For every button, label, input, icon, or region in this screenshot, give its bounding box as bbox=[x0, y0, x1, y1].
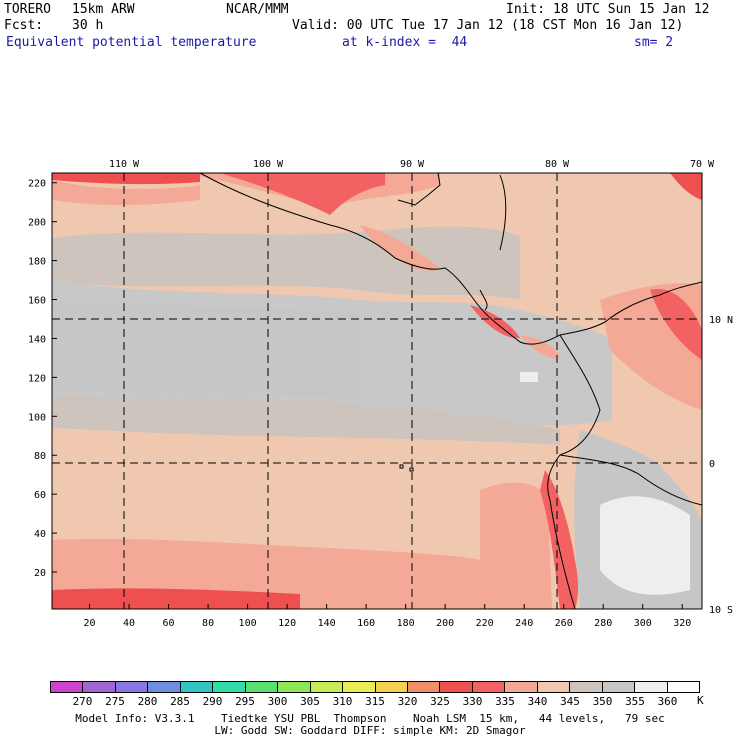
colorbar-swatch bbox=[343, 682, 376, 692]
colorbar-swatch bbox=[602, 682, 636, 692]
colorbar-label: 330 bbox=[462, 695, 483, 708]
x-tick-label: 240 bbox=[515, 618, 533, 629]
y-tick-label: 60 bbox=[34, 490, 46, 501]
colorbar-swatch bbox=[570, 682, 603, 692]
field-name: Equivalent potential temperature bbox=[6, 35, 257, 50]
longitude-label: 90 W bbox=[400, 159, 425, 170]
smoothing-info: sm= 2 bbox=[634, 35, 674, 50]
colorbar-label: 300 bbox=[267, 695, 288, 708]
colorbar-swatch bbox=[537, 682, 571, 692]
colorbar-label: 350 bbox=[592, 695, 613, 708]
x-tick-label: 60 bbox=[163, 618, 175, 629]
colorbar-swatch bbox=[278, 682, 311, 692]
grid-lines bbox=[52, 173, 702, 609]
colorbar-swatch bbox=[115, 682, 149, 692]
x-tick-label: 80 bbox=[202, 618, 214, 629]
y-tick-label: 140 bbox=[28, 334, 46, 345]
init-time: Init: 18 UTC Sun 15 Jan 12 bbox=[506, 2, 710, 17]
colorbar-swatch bbox=[310, 682, 344, 692]
x-tick-label: 120 bbox=[278, 618, 296, 629]
colorbar-swatch bbox=[667, 682, 700, 692]
organization: NCAR/MMM bbox=[226, 2, 289, 17]
forecast-label: Fcst: bbox=[4, 18, 44, 33]
latitude-label: 10 S bbox=[709, 605, 733, 616]
latitude-labels: 10 N 0 10 S bbox=[709, 315, 733, 616]
y-axis-ticks: 20 40 60 80 100 120 140 160 180 200 220 bbox=[28, 179, 57, 579]
colorbar-label: 280 bbox=[137, 695, 158, 708]
y-tick-label: 180 bbox=[28, 257, 46, 268]
x-tick-label: 20 bbox=[84, 618, 96, 629]
colorbar-swatch bbox=[407, 682, 441, 692]
latitude-label: 10 N bbox=[709, 315, 733, 326]
colorbar-label: 340 bbox=[527, 695, 548, 708]
colorbar-label: 285 bbox=[170, 695, 190, 708]
y-tick-label: 160 bbox=[28, 296, 46, 307]
x-tick-label: 300 bbox=[634, 618, 652, 629]
longitude-label: 80 W bbox=[545, 159, 570, 170]
y-tick-label: 120 bbox=[28, 373, 46, 384]
colorbar-label: 290 bbox=[202, 695, 223, 708]
model-resolution: 15km ARW bbox=[72, 2, 135, 17]
map-panel: 20 40 60 80 100 120 140 160 180 200 220 240 260 280 30… bbox=[28, 159, 733, 629]
colorbar-swatch bbox=[375, 682, 408, 692]
colorbar-swatch bbox=[245, 682, 279, 692]
colorbar-unit: K bbox=[697, 694, 704, 707]
model-name: TORERO bbox=[4, 2, 51, 17]
colorbar-label: 310 bbox=[332, 695, 353, 708]
colorbar-label: 345 bbox=[560, 695, 580, 708]
valid-time: Valid: 00 UTC Tue 17 Jan 12 (18 CST Mon … bbox=[292, 18, 684, 33]
x-tick-label: 40 bbox=[123, 618, 135, 629]
colorbar-swatch bbox=[148, 682, 181, 692]
colorbar-label: 320 bbox=[397, 695, 418, 708]
level-info: at k-index = 44 bbox=[342, 35, 468, 50]
x-tick-label: 320 bbox=[673, 618, 691, 629]
map-fill bbox=[52, 173, 702, 609]
map-frame bbox=[51, 172, 703, 610]
colorbar-label: 335 bbox=[495, 695, 515, 708]
colorbar-label: 315 bbox=[365, 695, 385, 708]
y-tick-label: 220 bbox=[28, 179, 46, 190]
latitude-label: 0 bbox=[709, 459, 715, 470]
model-info-line1: Model Info: V3.3.1 Tiedtke YSU PBL Thomp… bbox=[75, 712, 665, 725]
colorbar-label: 305 bbox=[300, 695, 320, 708]
coastlines bbox=[199, 172, 703, 610]
forecast-hours: 30 h bbox=[72, 18, 104, 33]
x-tick-label: 100 bbox=[239, 618, 257, 629]
longitude-label: 70 W bbox=[690, 159, 715, 170]
colorbar-swatch bbox=[51, 682, 84, 692]
x-tick-label: 280 bbox=[594, 618, 612, 629]
colorbar bbox=[50, 681, 700, 693]
colorbar-label: 270 bbox=[72, 695, 93, 708]
x-tick-label: 220 bbox=[476, 618, 494, 629]
model-info-line2: LW: Godd SW: Goddard DIFF: simple KM: 2D… bbox=[214, 724, 526, 737]
y-tick-label: 20 bbox=[34, 568, 46, 579]
longitude-label: 100 W bbox=[253, 159, 284, 170]
y-tick-label: 40 bbox=[34, 529, 46, 540]
colorbar-label: 275 bbox=[105, 695, 125, 708]
y-tick-label: 100 bbox=[28, 412, 46, 423]
colorbar-label: 360 bbox=[657, 695, 678, 708]
x-tick-label: 180 bbox=[397, 618, 415, 629]
y-tick-label: 200 bbox=[28, 218, 46, 229]
colorbar-label: 325 bbox=[430, 695, 450, 708]
x-tick-label: 140 bbox=[318, 618, 336, 629]
colorbar-swatch bbox=[472, 682, 506, 692]
x-tick-label: 160 bbox=[357, 618, 375, 629]
colorbar-swatch bbox=[180, 682, 214, 692]
y-tick-label: 80 bbox=[34, 451, 46, 462]
x-axis-ticks: 20 40 60 80 100 120 140 160 180 200 220 240 260 280 30… bbox=[84, 604, 691, 629]
colorbar-swatch bbox=[505, 682, 538, 692]
colorbar-swatch bbox=[213, 682, 246, 692]
longitude-labels: 110 W 100 W 90 W 80 W 70 W bbox=[109, 159, 715, 170]
colorbar-swatch bbox=[440, 682, 473, 692]
colorbar-label: 295 bbox=[235, 695, 255, 708]
colorbar-label: 355 bbox=[625, 695, 645, 708]
x-tick-label: 260 bbox=[555, 618, 573, 629]
colorbar-swatch bbox=[83, 682, 116, 692]
x-tick-label: 200 bbox=[436, 618, 454, 629]
colorbar-swatch bbox=[635, 682, 668, 692]
longitude-label: 110 W bbox=[109, 159, 140, 170]
